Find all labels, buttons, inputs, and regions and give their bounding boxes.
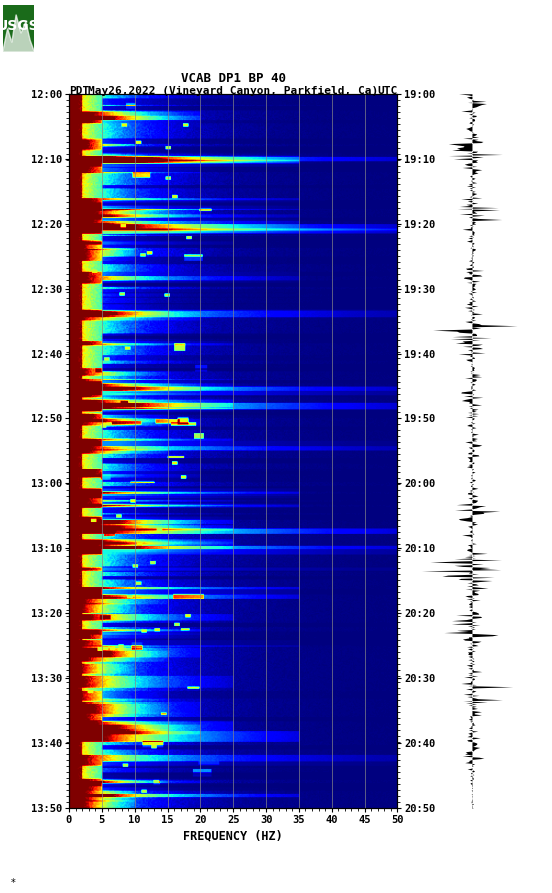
Polygon shape — [3, 14, 34, 52]
Text: PDT: PDT — [69, 86, 89, 96]
Text: UTC: UTC — [377, 86, 397, 96]
X-axis label: FREQUENCY (HZ): FREQUENCY (HZ) — [183, 830, 283, 842]
Text: May26,2022 (Vineyard Canyon, Parkfield, Ca): May26,2022 (Vineyard Canyon, Parkfield, … — [88, 86, 378, 96]
Text: VCAB DP1 BP 40: VCAB DP1 BP 40 — [181, 71, 286, 85]
Text: *: * — [11, 878, 16, 888]
Text: USGS: USGS — [0, 20, 40, 33]
